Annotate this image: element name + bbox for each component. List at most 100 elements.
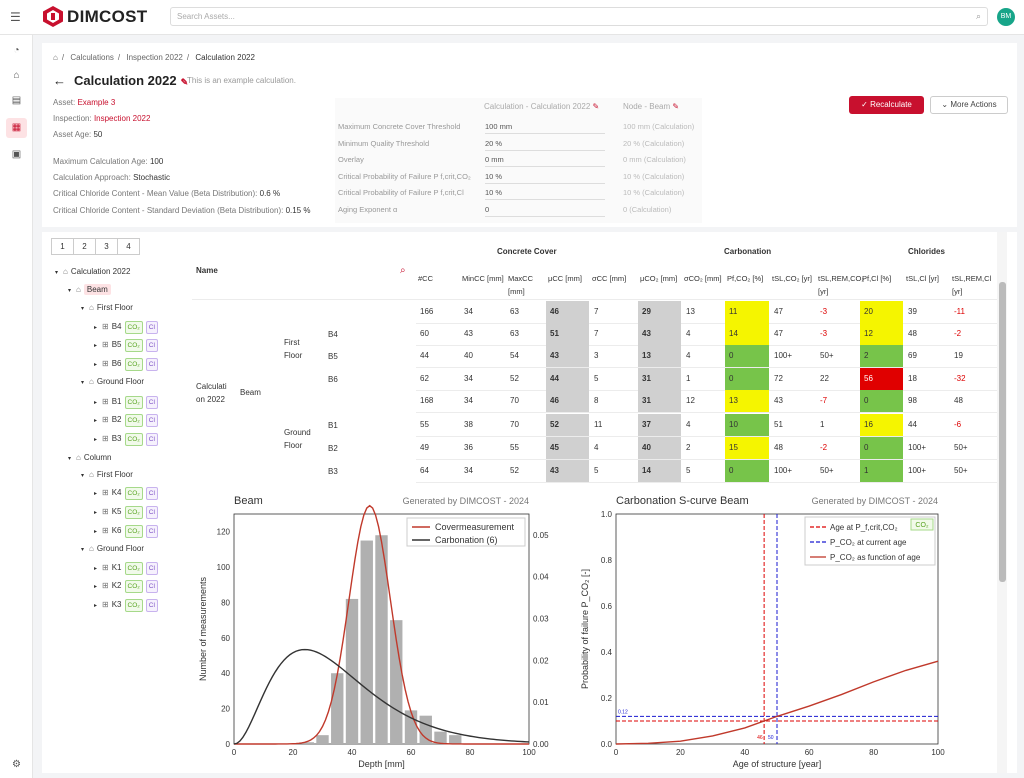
expand-caret-icon[interactable]: ▾ bbox=[81, 473, 85, 479]
cl-tag[interactable]: Cl bbox=[145, 414, 158, 427]
table-search-icon[interactable]: ⌕ bbox=[400, 265, 406, 276]
scroll-thumb[interactable] bbox=[999, 282, 1006, 582]
logo[interactable]: DIMCOST bbox=[43, 6, 147, 27]
back-arrow-icon[interactable]: ← bbox=[53, 73, 66, 88]
expand-caret-icon[interactable]: ▸ bbox=[94, 566, 98, 572]
expand-caret-icon[interactable]: ▸ bbox=[94, 418, 98, 424]
column-header[interactable]: tSL,REM,CO₂ [yr] bbox=[818, 274, 865, 296]
crumb-inspection[interactable]: Inspection 2022 bbox=[126, 53, 183, 62]
expand-caret-icon[interactable]: ▸ bbox=[94, 529, 98, 535]
more-actions-button[interactable]: ⌄ More Actions bbox=[930, 96, 1008, 114]
param-value-input[interactable]: 0 bbox=[485, 205, 605, 217]
expand-caret-icon[interactable]: ▸ bbox=[94, 491, 98, 497]
search-icon[interactable]: ⌕ bbox=[975, 11, 981, 21]
cl-tag[interactable]: Cl bbox=[145, 487, 158, 500]
avatar[interactable]: BM bbox=[997, 8, 1015, 26]
expand-caret-icon[interactable]: ▸ bbox=[94, 510, 98, 516]
co2-tag[interactable]: CO₂ bbox=[124, 562, 143, 575]
tree-node[interactable]: ▸ ⊞ B1 CO₂ Cl bbox=[94, 394, 158, 410]
tree-node[interactable]: ▸ ⊞ B4 CO₂ Cl bbox=[94, 319, 158, 335]
co2-tag[interactable]: CO₂ bbox=[124, 580, 143, 593]
calculator-icon[interactable]: ▦ bbox=[6, 118, 27, 138]
column-header[interactable]: #CC bbox=[418, 274, 434, 283]
cl-tag[interactable]: Cl bbox=[145, 358, 158, 371]
tree-node[interactable]: ▸ ⊞ K6 CO₂ Cl bbox=[94, 523, 158, 539]
expand-caret-icon[interactable]: ▸ bbox=[94, 400, 98, 406]
column-header[interactable]: tSL,CO₂ [yr] bbox=[772, 274, 813, 283]
co2-tag[interactable]: CO₂ bbox=[124, 433, 143, 446]
co2-tag[interactable]: CO₂ bbox=[124, 339, 143, 352]
param-value-input[interactable]: 0 mm bbox=[485, 155, 605, 167]
cl-tag[interactable]: Cl bbox=[145, 321, 158, 334]
cl-tag[interactable]: Cl bbox=[145, 506, 158, 519]
inspection-link[interactable]: Inspection 2022 bbox=[93, 114, 151, 123]
report-icon[interactable]: ▤ bbox=[11, 95, 22, 106]
column-header[interactable]: MaxCC [mm] bbox=[508, 274, 534, 296]
home-icon[interactable]: ⌂ bbox=[13, 70, 20, 81]
tree-node[interactable]: ▸ ⊞ K2 CO₂ Cl bbox=[94, 578, 158, 594]
tree-node[interactable]: ▾ ⌂ Calculation 2022 bbox=[55, 264, 130, 280]
page-button[interactable]: 2 bbox=[73, 238, 96, 255]
page-button[interactable]: 4 bbox=[117, 238, 140, 255]
co2-tag[interactable]: CO₂ bbox=[124, 321, 143, 334]
expand-caret-icon[interactable]: ▾ bbox=[55, 270, 59, 276]
column-header[interactable]: tSL,REM,Cl [yr] bbox=[952, 274, 992, 296]
cl-tag[interactable]: Cl bbox=[145, 339, 158, 352]
column-header[interactable]: Pf,CO₂ [%] bbox=[727, 274, 764, 283]
home-crumb-icon[interactable]: ⌂ bbox=[53, 53, 58, 62]
expand-caret-icon[interactable]: ▸ bbox=[94, 362, 98, 368]
expand-caret-icon[interactable]: ▸ bbox=[94, 603, 98, 609]
tree-node[interactable]: ▾ ⌂ Column bbox=[68, 450, 111, 466]
tree-node[interactable]: ▾ ⌂ First Floor bbox=[81, 467, 133, 483]
tree-node[interactable]: ▸ ⊞ K4 CO₂ Cl bbox=[94, 485, 158, 501]
cl-tag[interactable]: Cl bbox=[145, 562, 158, 575]
cl-tag[interactable]: Cl bbox=[145, 525, 158, 538]
crumb-calculations[interactable]: Calculations bbox=[70, 53, 114, 62]
tree-node[interactable]: ▾ ⌂ Beam bbox=[68, 282, 111, 298]
expand-caret-icon[interactable]: ▾ bbox=[68, 288, 72, 294]
co2-tag[interactable]: CO₂ bbox=[124, 525, 143, 538]
search-input[interactable]: Search Assets... ⌕ bbox=[170, 7, 988, 26]
column-header[interactable]: μCO₂ [mm] bbox=[640, 274, 678, 283]
expand-caret-icon[interactable]: ▸ bbox=[94, 584, 98, 590]
edit-calc-params-icon[interactable]: ✎ bbox=[592, 102, 600, 111]
tree-node[interactable]: ▸ ⊞ B3 CO₂ Cl bbox=[94, 431, 158, 447]
cl-tag[interactable]: Cl bbox=[145, 580, 158, 593]
tree-node[interactable]: ▸ ⊞ B6 CO₂ Cl bbox=[94, 356, 158, 372]
tree-node[interactable]: ▾ ⌂ First Floor bbox=[81, 300, 133, 316]
edit-node-params-icon[interactable]: ✎ bbox=[672, 102, 680, 111]
expand-caret-icon[interactable]: ▾ bbox=[81, 306, 85, 312]
column-header[interactable]: MinCC [mm] bbox=[462, 274, 504, 283]
tree-node[interactable]: ▾ ⌂ Ground Floor bbox=[81, 541, 144, 557]
tree-node[interactable]: ▸ ⊞ B2 CO₂ Cl bbox=[94, 412, 158, 428]
co2-tag[interactable]: CO₂ bbox=[124, 506, 143, 519]
co2-tag[interactable]: CO₂ bbox=[124, 358, 143, 371]
expand-caret-icon[interactable]: ▾ bbox=[81, 380, 85, 386]
co2-tag[interactable]: CO₂ bbox=[124, 487, 143, 500]
recalculate-button[interactable]: ✓ Recalculate bbox=[849, 96, 924, 114]
dashboard-icon[interactable]: ◔ bbox=[13, 45, 20, 56]
cl-tag[interactable]: Cl bbox=[145, 599, 158, 612]
settings-icon[interactable]: ⚙ bbox=[12, 759, 21, 770]
param-value-input[interactable]: 100 mm bbox=[485, 122, 605, 134]
tree-node[interactable]: ▸ ⊞ K1 CO₂ Cl bbox=[94, 560, 158, 576]
expand-caret-icon[interactable]: ▾ bbox=[81, 547, 85, 553]
param-value-input[interactable]: 10 % bbox=[485, 188, 605, 200]
column-header[interactable]: σCO₂ [mm] bbox=[684, 274, 722, 283]
expand-caret-icon[interactable]: ▸ bbox=[94, 437, 98, 443]
cl-tag[interactable]: Cl bbox=[145, 433, 158, 446]
co2-tag[interactable]: CO₂ bbox=[124, 414, 143, 427]
co2-tag[interactable]: CO₂ bbox=[124, 599, 143, 612]
vertical-scrollbar[interactable] bbox=[997, 232, 1007, 773]
expand-caret-icon[interactable]: ▸ bbox=[94, 325, 98, 331]
expand-caret-icon[interactable]: ▸ bbox=[94, 343, 98, 349]
tree-node[interactable]: ▸ ⊞ K3 CO₂ Cl bbox=[94, 597, 158, 613]
column-header[interactable]: σCC [mm] bbox=[592, 274, 627, 283]
column-header[interactable]: tSL,Cl [yr] bbox=[906, 274, 939, 283]
column-header[interactable]: μCC [mm] bbox=[548, 274, 582, 283]
asset-link[interactable]: Example 3 bbox=[77, 98, 116, 107]
money-icon[interactable]: ▣ bbox=[11, 149, 22, 160]
tree-node[interactable]: ▸ ⊞ B5 CO₂ Cl bbox=[94, 337, 158, 353]
column-header[interactable]: Pf,Cl [%] bbox=[862, 274, 892, 283]
param-value-input[interactable]: 20 % bbox=[485, 139, 605, 151]
